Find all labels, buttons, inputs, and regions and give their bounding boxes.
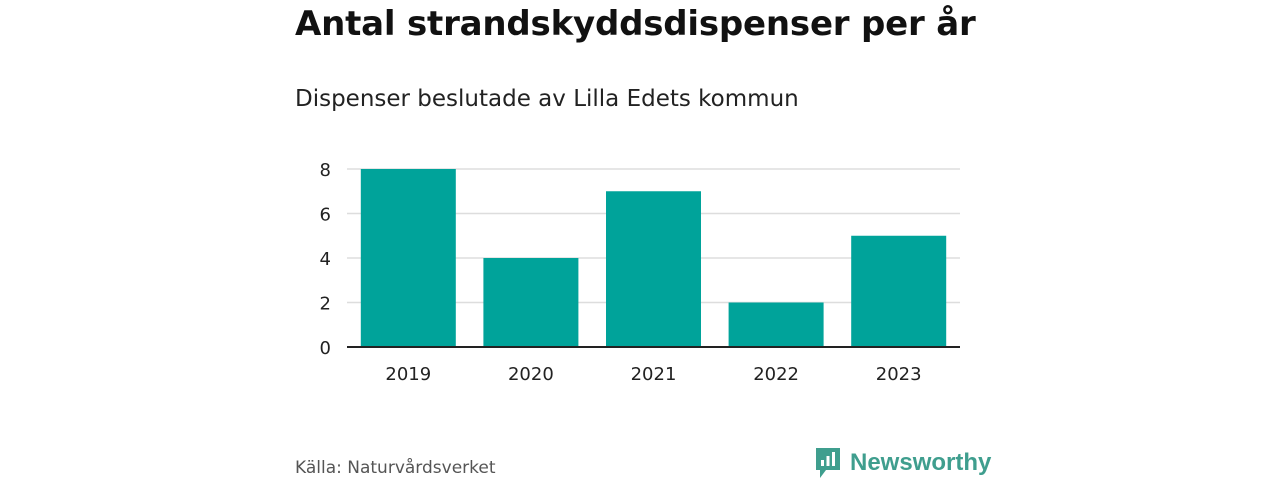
bar-2023 — [851, 235, 947, 347]
bar-chart: 0 2 4 6 8 2019 2020 2021 2022 2023 — [320, 160, 960, 385]
chart-title: Antal strandskyddsdispenser per år — [295, 4, 976, 44]
y-tick-label-4: 4 — [320, 249, 331, 270]
newsworthy-logo-icon — [816, 448, 840, 478]
bar-2019 — [360, 169, 456, 347]
chart-subtitle: Dispenser beslutade av Lilla Edets kommu… — [295, 86, 799, 112]
y-tick-label-0: 0 — [320, 338, 331, 359]
x-tick-label-2020: 2020 — [508, 364, 554, 385]
y-tick-label-6: 6 — [320, 205, 331, 226]
source-note: Källa: Naturvårdsverket — [295, 458, 496, 478]
bar-2022 — [728, 302, 824, 347]
y-tick-label-8: 8 — [320, 160, 331, 181]
bar-2020 — [483, 258, 579, 347]
bar-2021 — [606, 191, 701, 347]
brand-logo[interactable]: Newsworthy — [814, 446, 991, 480]
y-tick-label-2: 2 — [320, 294, 331, 315]
x-tick-label-2019: 2019 — [385, 364, 431, 385]
x-tick-label-2023: 2023 — [876, 364, 922, 385]
x-tick-label-2022: 2022 — [753, 364, 799, 385]
brand-name: Newsworthy — [850, 449, 992, 476]
x-tick-label-2021: 2021 — [631, 364, 677, 385]
